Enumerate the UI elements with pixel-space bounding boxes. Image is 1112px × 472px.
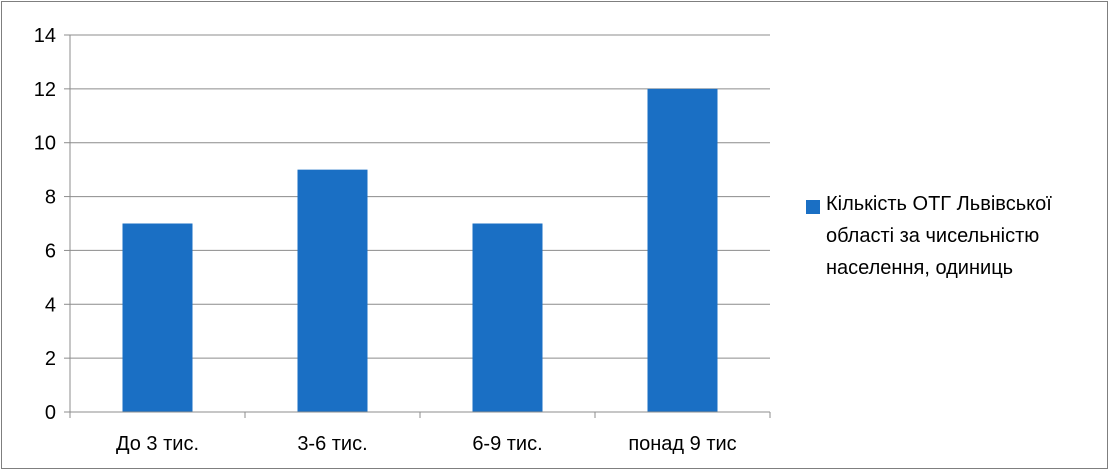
x-tick-labels: До 3 тис. 3-6 тис. 6-9 тис. понад 9 тис: [116, 433, 737, 455]
legend-label-line: Кількість ОТГ Львівської: [826, 193, 1052, 215]
y-tick-label: 10: [34, 133, 56, 155]
bars: [122, 88, 718, 412]
y-tick-label: 6: [45, 240, 56, 262]
x-tick-label: 6-9 тис.: [472, 433, 542, 455]
y-tick-labels: 0 2 4 6 8 10 12 14: [34, 25, 56, 424]
x-tick-label: До 3 тис.: [116, 433, 199, 455]
bar: [297, 169, 368, 412]
bar: [122, 223, 193, 412]
y-tick-label: 12: [34, 79, 56, 101]
axes: [64, 34, 771, 418]
x-tick-label: понад 9 тис: [628, 433, 736, 455]
y-tick-label: 14: [34, 25, 56, 47]
legend-label-line: області за чисельністю: [826, 225, 1040, 247]
y-tick-label: 0: [45, 402, 56, 424]
legend-label-line: населення, одиниць: [826, 257, 1014, 279]
legend-label: Кількість ОТГ Львівської області за чисе…: [826, 188, 1052, 284]
y-tick-label: 2: [45, 348, 56, 370]
legend: Кількість ОТГ Львівської області за чисе…: [806, 193, 1106, 284]
legend-swatch: [806, 200, 820, 214]
bar: [472, 223, 543, 412]
y-tick-label: 8: [45, 187, 56, 209]
x-tick-label: 3-6 тис.: [297, 433, 367, 455]
bar: [647, 88, 718, 412]
y-tick-label: 4: [45, 294, 56, 316]
